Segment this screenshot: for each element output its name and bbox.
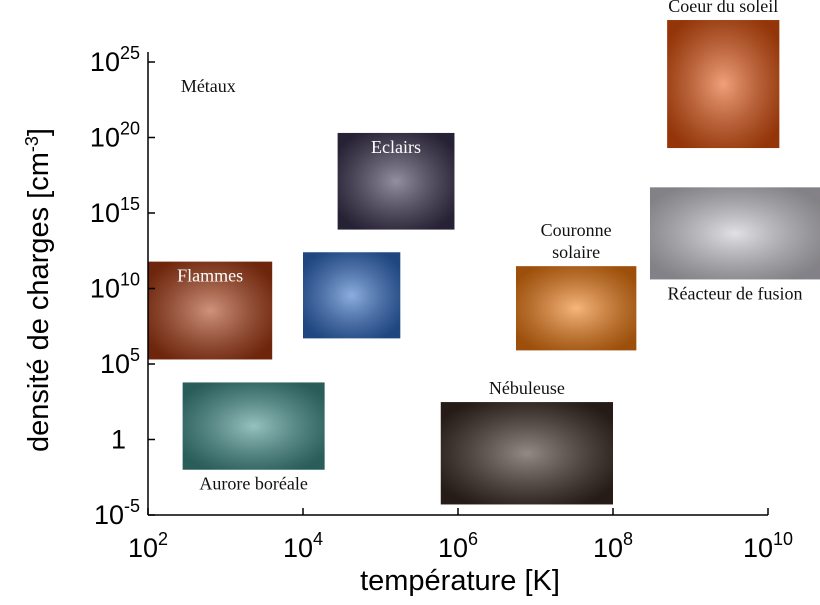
tick-base: 10 [94, 500, 124, 530]
tick-exponent: -5 [124, 496, 140, 516]
tick-base: 10 [90, 47, 120, 77]
x-tick-label: 102 [128, 529, 168, 563]
region-shade [667, 20, 780, 149]
tick-exponent: 4 [313, 529, 323, 549]
tick-exponent: 8 [623, 529, 633, 549]
tick-exponent: 6 [468, 529, 478, 549]
y-axis-label-tail: ] [23, 128, 55, 136]
tick-base: 10 [90, 198, 120, 228]
x-tick-label: 106 [438, 529, 478, 563]
region-shade [182, 382, 325, 470]
region-shade [148, 261, 273, 360]
tick-exponent: 5 [130, 345, 140, 365]
region-label: Nébuleuse [489, 378, 565, 398]
region-label: solaire [552, 242, 600, 262]
y-axis-label-sup: -3 [22, 136, 42, 152]
y-tick-label: 1015 [90, 194, 140, 228]
y-axis-label: densité de charges [cm-3] [22, 128, 55, 452]
x-tick-label: 104 [283, 529, 323, 563]
tick-base: 10 [100, 349, 130, 379]
region-shade [337, 132, 455, 230]
y-tick-label: 10-5 [94, 496, 140, 530]
tick-exponent: 25 [120, 43, 140, 63]
tick-base: 10 [283, 533, 313, 563]
region-shade [515, 266, 637, 351]
region-label: Flammes [177, 266, 243, 286]
y-tick-label: 1025 [90, 43, 140, 77]
y-tick-label: 1010 [90, 270, 140, 304]
tick-exponent: 10 [120, 270, 140, 290]
region-label: Eclairs [371, 137, 421, 157]
tick-exponent: 2 [158, 529, 168, 549]
y-tick-label: 105 [100, 345, 140, 379]
region-label: Couronne [541, 220, 612, 240]
tick-base: 10 [593, 533, 623, 563]
tick-base: 10 [128, 533, 158, 563]
region-label: Aurore boréale [199, 474, 307, 494]
tick-exponent: 10 [773, 529, 793, 549]
y-axis-label-text: densité de charges [cm [23, 152, 55, 452]
y-tick-label: 1020 [90, 119, 140, 153]
tick-base: 10 [90, 123, 120, 153]
tick-base: 10 [90, 274, 120, 304]
tick-base: 10 [438, 533, 468, 563]
x-tick-label: 1010 [743, 529, 793, 563]
region-shade [440, 402, 613, 505]
region-label: Réacteur de fusion [668, 283, 803, 303]
x-axis-label: température [K] [360, 565, 560, 597]
x-tick-label: 108 [593, 529, 633, 563]
region-shade [303, 252, 401, 339]
annotation: Métaux [181, 76, 236, 96]
tick-base: 10 [743, 533, 773, 563]
y-tick-label: 1 [111, 425, 126, 455]
tick-exponent: 15 [120, 194, 140, 214]
tick-exponent: 20 [120, 119, 140, 139]
region-shade [649, 187, 820, 280]
region-label: Coeur du soleil [668, 0, 778, 16]
